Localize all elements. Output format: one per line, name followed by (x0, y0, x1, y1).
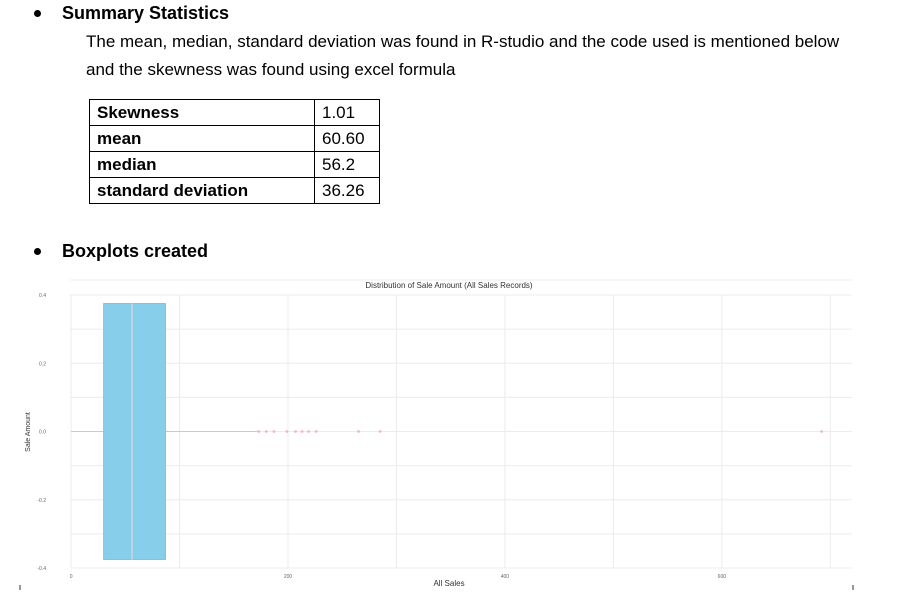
stats-row-median: median 56.2 (89, 151, 380, 178)
outlier-point (294, 430, 297, 433)
x-tick-label: 400 (501, 574, 510, 580)
bullet-1 (34, 10, 41, 17)
boxplots-heading: Boxplots created (62, 241, 209, 261)
y-axis-label: Sale Amount (25, 412, 32, 452)
outlier-point (314, 430, 318, 433)
chart-title: Distribution of Sale Amount (All Sales R… (365, 281, 533, 290)
summary-statistics-heading: Summary Statistics (62, 3, 230, 23)
outlier-point (820, 430, 824, 433)
outlier-point (378, 430, 382, 433)
summary-statistics-table: Skewness 1.01 mean 60.60 median 56.2 standard … (89, 99, 380, 204)
boxplot-chart: Distribution of Sale Amount (All Sales R… (19, 279, 854, 590)
outlier-point (272, 430, 276, 433)
outlier-point (300, 430, 304, 433)
description-line-2: and the skewness was found using excel f… (86, 60, 456, 79)
outlier-point (285, 430, 289, 433)
y-tick-label: 0.0 (39, 430, 46, 436)
stats-label: Skewness (89, 99, 315, 126)
chart-box (71, 303, 258, 560)
outlier-point (264, 430, 268, 433)
y-tick-label: -0.2 (37, 498, 46, 504)
outlier-point (257, 430, 261, 433)
bullet-2 (34, 248, 41, 255)
stats-label: mean (89, 125, 315, 152)
x-tick-label: 0 (70, 574, 73, 580)
box-iqr (103, 303, 166, 560)
x-axis-label: All Sales (433, 579, 464, 588)
description-line-1: The mean, median, standard deviation was… (86, 32, 840, 51)
y-tick-label: -0.4 (37, 566, 46, 572)
stats-value: 60.60 (314, 125, 380, 152)
stats-value: 56.2 (314, 151, 380, 178)
stats-label: median (89, 151, 315, 178)
stats-row-mean: mean 60.60 (89, 125, 380, 152)
x-tick-label: 200 (284, 574, 293, 580)
x-tick-label: 600 (718, 574, 727, 580)
stats-label: standard deviation (89, 177, 315, 204)
chart-grid (70, 294, 852, 569)
stats-row-skewness: Skewness 1.01 (89, 99, 380, 126)
y-tick-label: 0.2 (39, 361, 46, 367)
stats-value: 1.01 (314, 99, 380, 126)
outlier-point (357, 430, 360, 433)
chart-axes: 0 200 400 600 -0.4 -0.2 0.0 0.2 0.4 (37, 293, 726, 580)
stats-row-standard-deviation: standard deviation 36.26 (89, 177, 380, 204)
outlier-point (307, 430, 311, 433)
stats-value: 36.26 (314, 177, 380, 204)
y-tick-label: 0.4 (39, 293, 46, 299)
chart-outliers (257, 430, 824, 433)
